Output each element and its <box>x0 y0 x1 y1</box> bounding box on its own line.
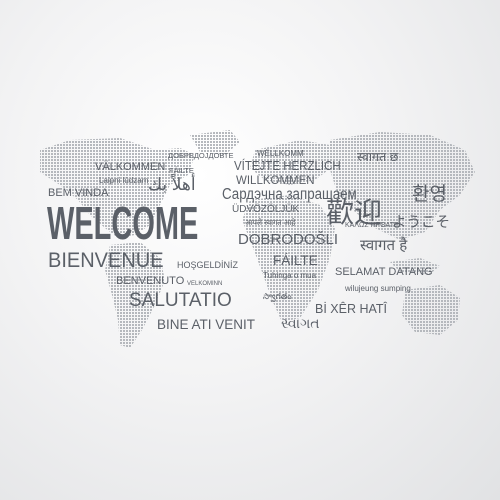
word-chinese: 歡迎 <box>326 197 383 228</box>
word-wilujeung: wilujeung sumping <box>345 284 411 293</box>
map-north-america <box>40 138 195 238</box>
map-africa <box>242 195 335 322</box>
word-welcome: WELCOME <box>47 200 287 246</box>
word-udvozoljuk: ÜDVÖZÖLJÜK <box>232 204 300 215</box>
word-telugu: స్వాగతం <box>263 291 292 301</box>
word-hosgeldiniz: HOŞGELDİNİZ <box>177 260 239 270</box>
word-laipni: Laipni lūdzam <box>99 176 149 185</box>
word-marathi: आपले स्वागत आहे <box>245 218 296 227</box>
word-selamat: SELAMAT DATANG <box>335 266 433 278</box>
word-salutatio: SALUTATIO <box>129 290 232 311</box>
word-bem-vinda: BEM VINDA <box>48 187 109 199</box>
word-bi-xer: Bİ XÊR HATÎ <box>315 302 388 316</box>
word-hindi-top: स्वागत छ <box>357 150 399 164</box>
word-wellkomm: WËLLKOMM <box>257 149 304 158</box>
word-valkommen: VÄLKOMMEN <box>95 161 166 173</box>
word-bine-ati-venit: BINE ATI VENIT <box>157 317 256 332</box>
map-asia <box>330 132 475 240</box>
word-kalos: ΚΑΛΩΣ ΗΡΘΑΤΕ <box>345 222 399 229</box>
word-dobredojdovte: ДОБРЕДОЈДОВТЕ <box>168 151 234 160</box>
word-failte-large: FÁILTE <box>273 253 318 268</box>
word-failte-small: FÁILTE <box>169 166 194 175</box>
word-vitejte-text: VÍTEJTE HERZLICH <box>234 159 341 173</box>
word-bienvenue-text: BIENVENUE <box>48 248 164 272</box>
word-tuhinga: Tuhinga o mua <box>263 271 317 280</box>
word-gujarati: સ્વાગત <box>281 315 320 331</box>
word-benvenuto: BENVENUTO <box>116 275 185 287</box>
word-dobrodosli: DOBRODOŠLI <box>238 231 339 248</box>
map-south-america <box>105 242 165 348</box>
word-vitejte: VÍTEJTE HERZLICH <box>234 160 350 173</box>
word-korean: 환영 <box>412 184 447 205</box>
word-welcome-text: WELCOME <box>47 197 199 249</box>
word-hindi-mid: स्वागत है <box>360 237 408 254</box>
word-arabic: أهلاً بك <box>148 175 196 194</box>
map-australia <box>402 285 460 335</box>
map-indonesia <box>390 258 440 274</box>
word-japanese: ようこそ <box>392 215 450 231</box>
word-sardechna-text: Сардэчна запрашаем <box>222 186 357 203</box>
word-willkommen: WILLKOMMEN <box>236 175 315 187</box>
word-velkominn: VELKOMINN <box>187 281 223 287</box>
word-bienvenue: BIENVENUE <box>48 248 172 272</box>
map-europe <box>250 140 335 185</box>
map-greenland <box>190 130 240 155</box>
word-sardechna: Сардэчна запрашаем <box>222 187 379 203</box>
